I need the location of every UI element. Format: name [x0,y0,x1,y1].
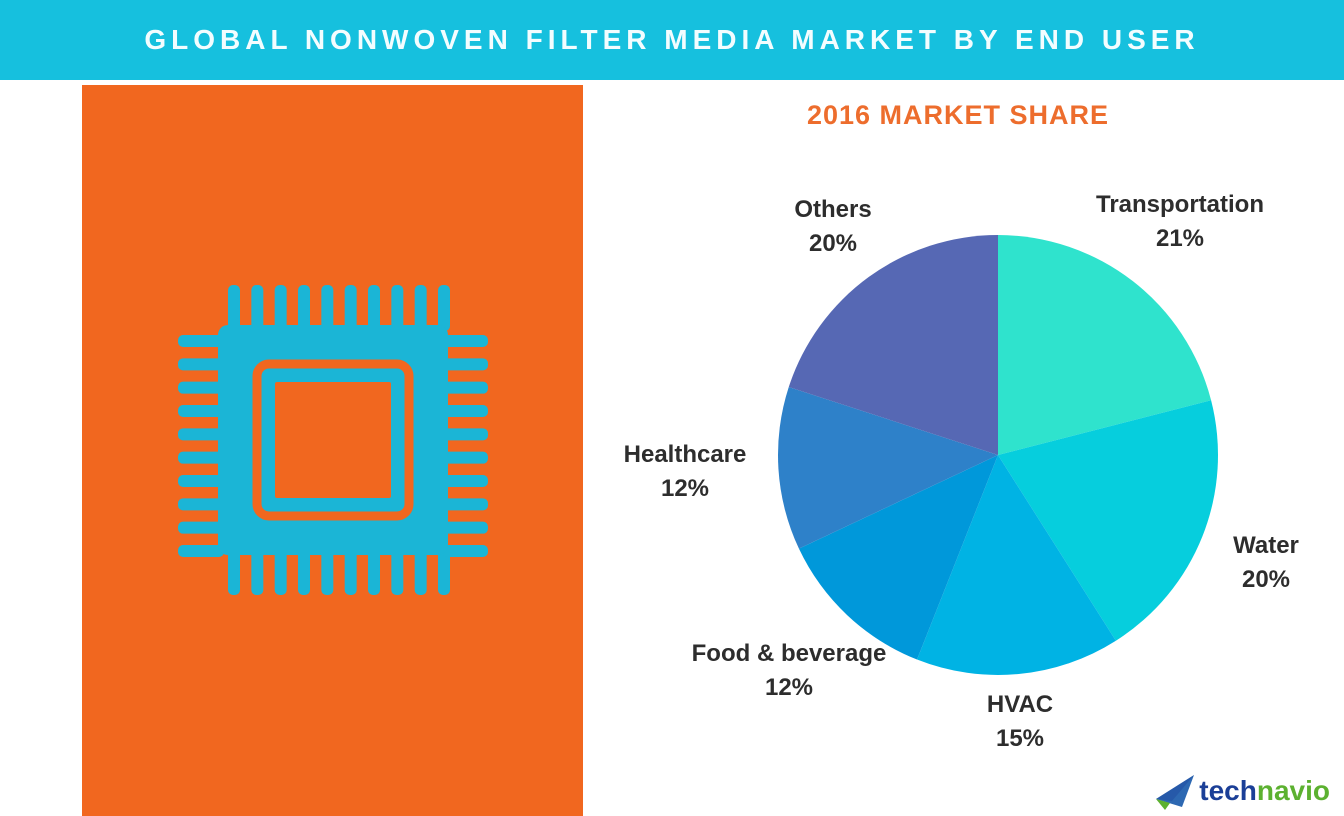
pie-chart [778,235,1219,675]
chip-pin-top [320,285,333,331]
chip-pin-top [297,285,310,331]
chip-pin-top [390,285,403,331]
technavio-logo-icon [1156,775,1195,810]
chip-pin-right [441,405,488,417]
chip-pin-right [441,521,488,534]
label-food-beverage: Food & beverage 12% [692,637,887,705]
chip-pin-right [441,475,488,487]
chip-pin-left [177,335,224,347]
chip-pin-left [177,451,224,464]
pie-slice-others [788,235,998,455]
chip-pin-right [441,545,488,557]
label-food-beverage-name: Food & beverage [691,640,887,667]
chip-pin-top [344,285,357,331]
chip-pin-top [414,285,427,331]
label-others-value: 20% [808,230,858,257]
chip-pin-left [177,545,224,557]
chip-pin-bottom [227,549,240,595]
chip-pin-right [441,358,488,371]
title-bar: GLOBAL NONWOVEN FILTER MEDIA MARKET BY E… [0,0,1344,80]
chip-pin-bottom [297,549,310,595]
pie-slice-hvac [917,455,1116,675]
label-water-value: 20% [1241,566,1291,593]
chip-pin-top [250,285,263,331]
chip-pin-bottom [367,549,380,595]
chip-pin-bottom [250,549,263,595]
chip-pin-left [177,475,224,487]
chip-pin-bottom [414,549,427,595]
logo-text-navio: navio [1256,775,1330,806]
chip-inner-outline [252,359,413,521]
label-others-name: Others [794,196,872,223]
chip-pin-left [177,428,224,441]
chip-pin-right [441,498,488,511]
technavio-logo: tech navio [1155,772,1330,810]
label-transportation-name: Transportation [1095,191,1265,218]
pie-slice-transportation [998,235,1212,455]
microchip-icon [177,285,488,595]
chip-pin-top [274,285,287,331]
chip-pin-bottom [390,549,403,595]
label-healthcare-name: Healthcare [623,441,747,468]
chip-pin-right [441,381,488,394]
pie-slice-healthcare [778,387,998,549]
chip-pin-left [177,521,224,534]
chip-pin-left [177,381,224,394]
label-transportation-value: 21% [1155,225,1205,252]
label-water: Water 20% [1233,529,1299,597]
chip-pin-right [441,428,488,441]
left-panel [82,85,583,816]
chip-pin-right [441,451,488,464]
label-food-beverage-value: 12% [764,674,814,701]
chip-pin-left [177,498,224,511]
chip-pin-bottom [274,549,287,595]
chip-pin-left [177,358,224,371]
pie-slice-food-beverage [798,455,998,660]
label-water-name: Water [1233,532,1299,559]
label-hvac: HVAC 15% [987,688,1053,756]
label-hvac-value: 15% [995,725,1045,752]
chip-pin-bottom [320,549,333,595]
chip-core [274,382,391,498]
label-hvac-name: HVAC [986,691,1054,718]
chip-pin-right [441,335,488,347]
logo-text-tech: tech [1199,775,1257,806]
chart-heading: 2016 MARKET SHARE [806,100,1110,130]
chip-pin-top [367,285,380,331]
label-healthcare: Healthcare 12% [624,438,747,506]
chip-pin-top [437,285,450,331]
label-transportation: Transportation 21% [1096,188,1264,256]
chip-pin-bottom [344,549,357,595]
pie-slice-water [998,400,1219,641]
page-title: GLOBAL NONWOVEN FILTER MEDIA MARKET BY E… [144,24,1200,55]
chip-pin-left [177,405,224,417]
chip-pin-top [227,285,240,331]
label-healthcare-value: 12% [660,475,710,502]
chip-pin-bottom [437,549,450,595]
label-others: Others 20% [794,193,871,261]
